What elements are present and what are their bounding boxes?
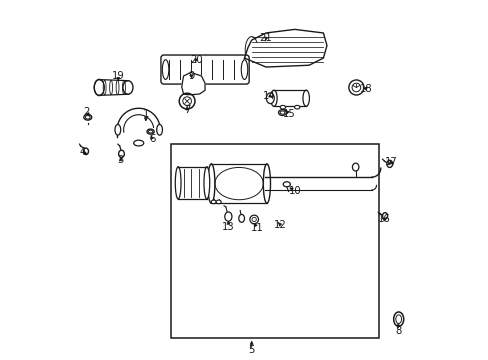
Text: 5: 5	[248, 345, 254, 355]
Text: 15: 15	[283, 109, 295, 119]
Circle shape	[179, 93, 195, 109]
Bar	[171, 144, 378, 338]
Text: 14: 14	[263, 91, 275, 101]
Ellipse shape	[294, 105, 299, 109]
Circle shape	[249, 215, 258, 224]
Text: 17: 17	[385, 157, 397, 167]
Text: 4: 4	[79, 147, 85, 157]
Text: 18: 18	[359, 84, 372, 94]
Ellipse shape	[175, 167, 181, 199]
Ellipse shape	[115, 125, 121, 135]
Ellipse shape	[119, 150, 124, 157]
Ellipse shape	[83, 114, 92, 120]
Ellipse shape	[241, 60, 247, 80]
Ellipse shape	[270, 90, 277, 106]
Ellipse shape	[207, 164, 214, 203]
Text: 2: 2	[83, 107, 90, 117]
Ellipse shape	[263, 164, 270, 203]
Ellipse shape	[211, 200, 216, 204]
Text: 19: 19	[112, 71, 124, 81]
Ellipse shape	[224, 212, 231, 221]
Text: 20: 20	[189, 55, 202, 65]
Ellipse shape	[382, 213, 387, 219]
Ellipse shape	[280, 105, 285, 109]
Ellipse shape	[266, 93, 274, 104]
Ellipse shape	[393, 312, 403, 326]
Text: 13: 13	[222, 222, 234, 231]
Polygon shape	[273, 90, 305, 106]
Ellipse shape	[238, 215, 244, 222]
Polygon shape	[99, 80, 128, 95]
Ellipse shape	[283, 182, 290, 187]
Text: 11: 11	[250, 224, 263, 233]
Ellipse shape	[147, 129, 154, 134]
Text: 3: 3	[118, 155, 123, 165]
Polygon shape	[182, 72, 204, 95]
Ellipse shape	[303, 90, 309, 106]
Text: 9: 9	[188, 71, 194, 81]
Ellipse shape	[94, 80, 104, 95]
Text: 21: 21	[259, 33, 272, 43]
Text: 8: 8	[395, 325, 401, 336]
Ellipse shape	[216, 200, 221, 204]
Ellipse shape	[133, 140, 143, 146]
Text: 12: 12	[273, 220, 286, 230]
Text: 6: 6	[148, 134, 155, 144]
Ellipse shape	[83, 148, 88, 154]
Text: 16: 16	[377, 215, 390, 224]
Ellipse shape	[203, 167, 209, 199]
Polygon shape	[211, 164, 266, 203]
Ellipse shape	[352, 163, 358, 171]
Ellipse shape	[278, 110, 286, 116]
Polygon shape	[178, 167, 206, 199]
Ellipse shape	[156, 125, 162, 135]
Text: 10: 10	[288, 186, 301, 196]
Text: 1: 1	[142, 109, 149, 119]
Polygon shape	[244, 30, 326, 67]
Ellipse shape	[122, 81, 133, 94]
Text: 7: 7	[183, 105, 190, 115]
Ellipse shape	[162, 60, 168, 80]
FancyBboxPatch shape	[161, 55, 249, 84]
Ellipse shape	[386, 160, 392, 167]
Circle shape	[348, 80, 363, 95]
